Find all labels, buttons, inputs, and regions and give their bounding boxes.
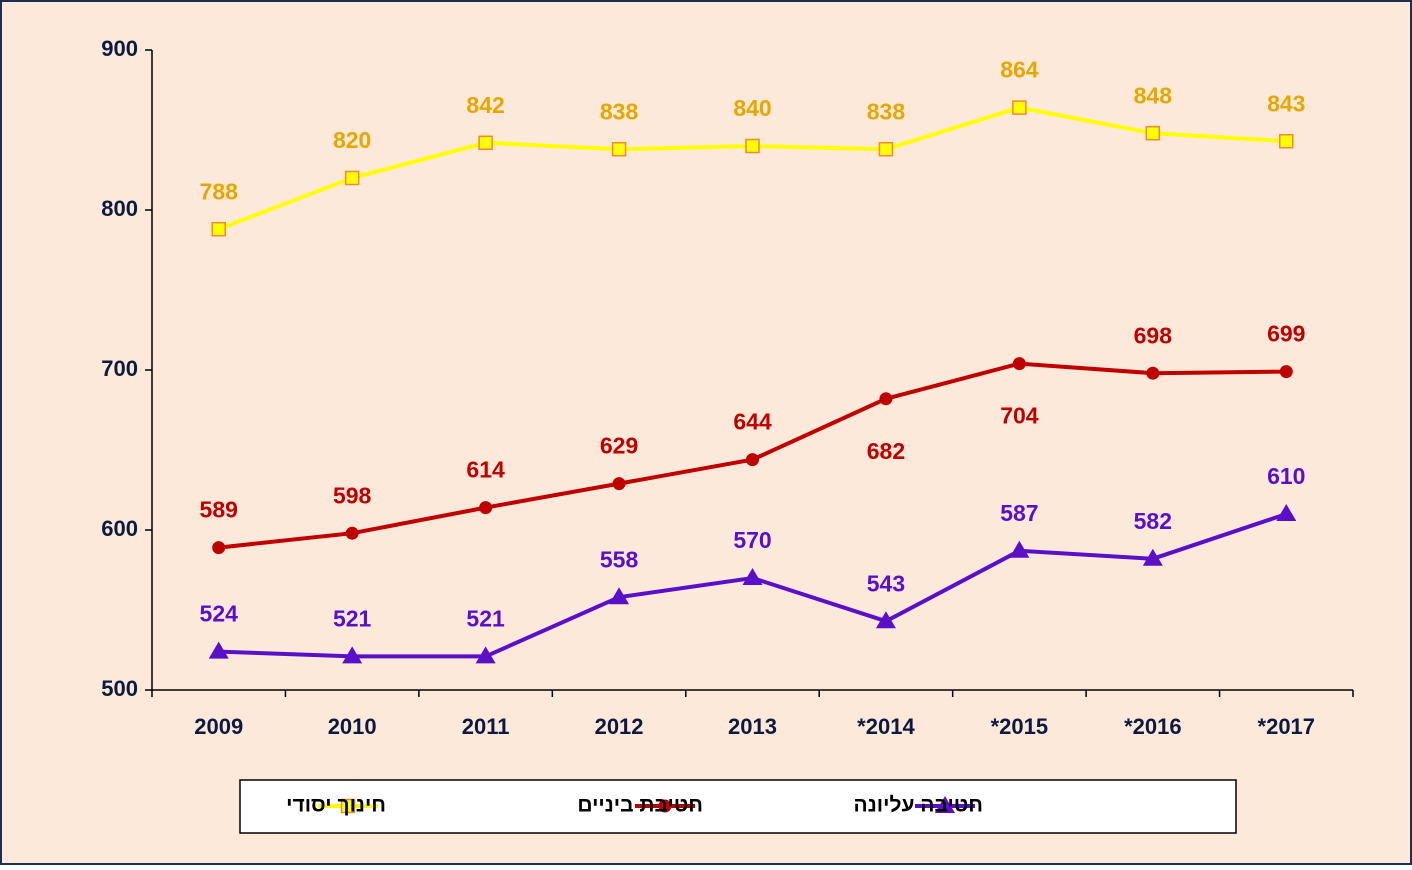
- marker: [1146, 366, 1160, 380]
- marker: [340, 798, 356, 814]
- legend-label: חינוך יסודי: [286, 794, 386, 817]
- x-tick-label: 2009: [194, 714, 243, 739]
- data-label: 838: [600, 98, 639, 124]
- data-label: 614: [466, 457, 505, 483]
- legend-label: חטיבת ביניים: [577, 794, 703, 817]
- marker: [344, 170, 360, 186]
- marker: [479, 501, 493, 515]
- marker: [345, 526, 359, 540]
- marker: [745, 138, 760, 154]
- marker: [879, 392, 893, 406]
- marker: [1279, 133, 1294, 149]
- data-label: 704: [1000, 403, 1039, 429]
- x-tick-label: *2017: [1258, 714, 1316, 739]
- data-label: 838: [867, 98, 906, 124]
- x-tick-label: 2010: [328, 714, 377, 739]
- data-label: 582: [1134, 508, 1172, 534]
- x-tick-label: 2013: [728, 714, 777, 739]
- data-label: 629: [600, 433, 638, 459]
- marker: [475, 646, 496, 664]
- y-tick-label: 700: [101, 356, 138, 381]
- data-label: 558: [600, 546, 639, 572]
- data-label: 864: [1000, 57, 1039, 83]
- marker: [875, 611, 896, 629]
- data-label: 587: [1000, 500, 1038, 526]
- marker: [742, 568, 763, 585]
- legend-box: [239, 779, 1237, 834]
- marker: [1009, 540, 1030, 558]
- marker: [478, 135, 493, 151]
- y-tick-label: 900: [101, 36, 138, 61]
- y-tick-label: 600: [101, 516, 138, 541]
- marker: [1276, 504, 1297, 521]
- data-label: 842: [466, 92, 504, 118]
- data-label: 644: [733, 409, 772, 435]
- marker: [658, 799, 672, 813]
- marker: [212, 541, 226, 555]
- data-label: 524: [200, 601, 239, 627]
- marker: [1279, 365, 1293, 379]
- marker: [211, 221, 226, 237]
- marker: [746, 453, 759, 467]
- marker: [342, 646, 363, 664]
- legend-label: חטיבה עליונה: [854, 794, 983, 817]
- data-label: 698: [1134, 322, 1173, 348]
- data-label: 543: [867, 570, 905, 596]
- data-label: 521: [333, 605, 372, 631]
- marker: [935, 796, 955, 813]
- data-label: 840: [733, 95, 771, 121]
- marker: [878, 141, 894, 157]
- data-label: 521: [466, 605, 505, 631]
- y-tick-label: 500: [101, 676, 138, 701]
- marker: [1012, 100, 1027, 115]
- data-label: 598: [333, 482, 372, 508]
- marker: [1142, 548, 1163, 566]
- marker: [208, 641, 229, 659]
- marker: [1145, 125, 1161, 141]
- data-label: 699: [1267, 321, 1305, 347]
- y-tick-label: 800: [101, 196, 138, 221]
- data-label: 589: [200, 497, 238, 523]
- x-tick-label: 2011: [462, 714, 510, 739]
- marker: [609, 587, 630, 605]
- x-tick-label: 2012: [595, 714, 644, 739]
- data-label: 820: [333, 127, 371, 153]
- data-label: 848: [1134, 82, 1173, 108]
- x-tick-label: *2014: [857, 714, 915, 739]
- data-label: 570: [733, 527, 771, 553]
- data-label: 610: [1267, 463, 1305, 489]
- marker: [1012, 357, 1026, 371]
- marker: [611, 141, 627, 157]
- data-label: 788: [200, 178, 239, 204]
- data-label: 843: [1267, 90, 1305, 116]
- x-tick-label: *2016: [1124, 714, 1182, 739]
- marker: [612, 477, 626, 491]
- x-tick-label: *2015: [991, 714, 1049, 739]
- data-label: 682: [867, 438, 905, 464]
